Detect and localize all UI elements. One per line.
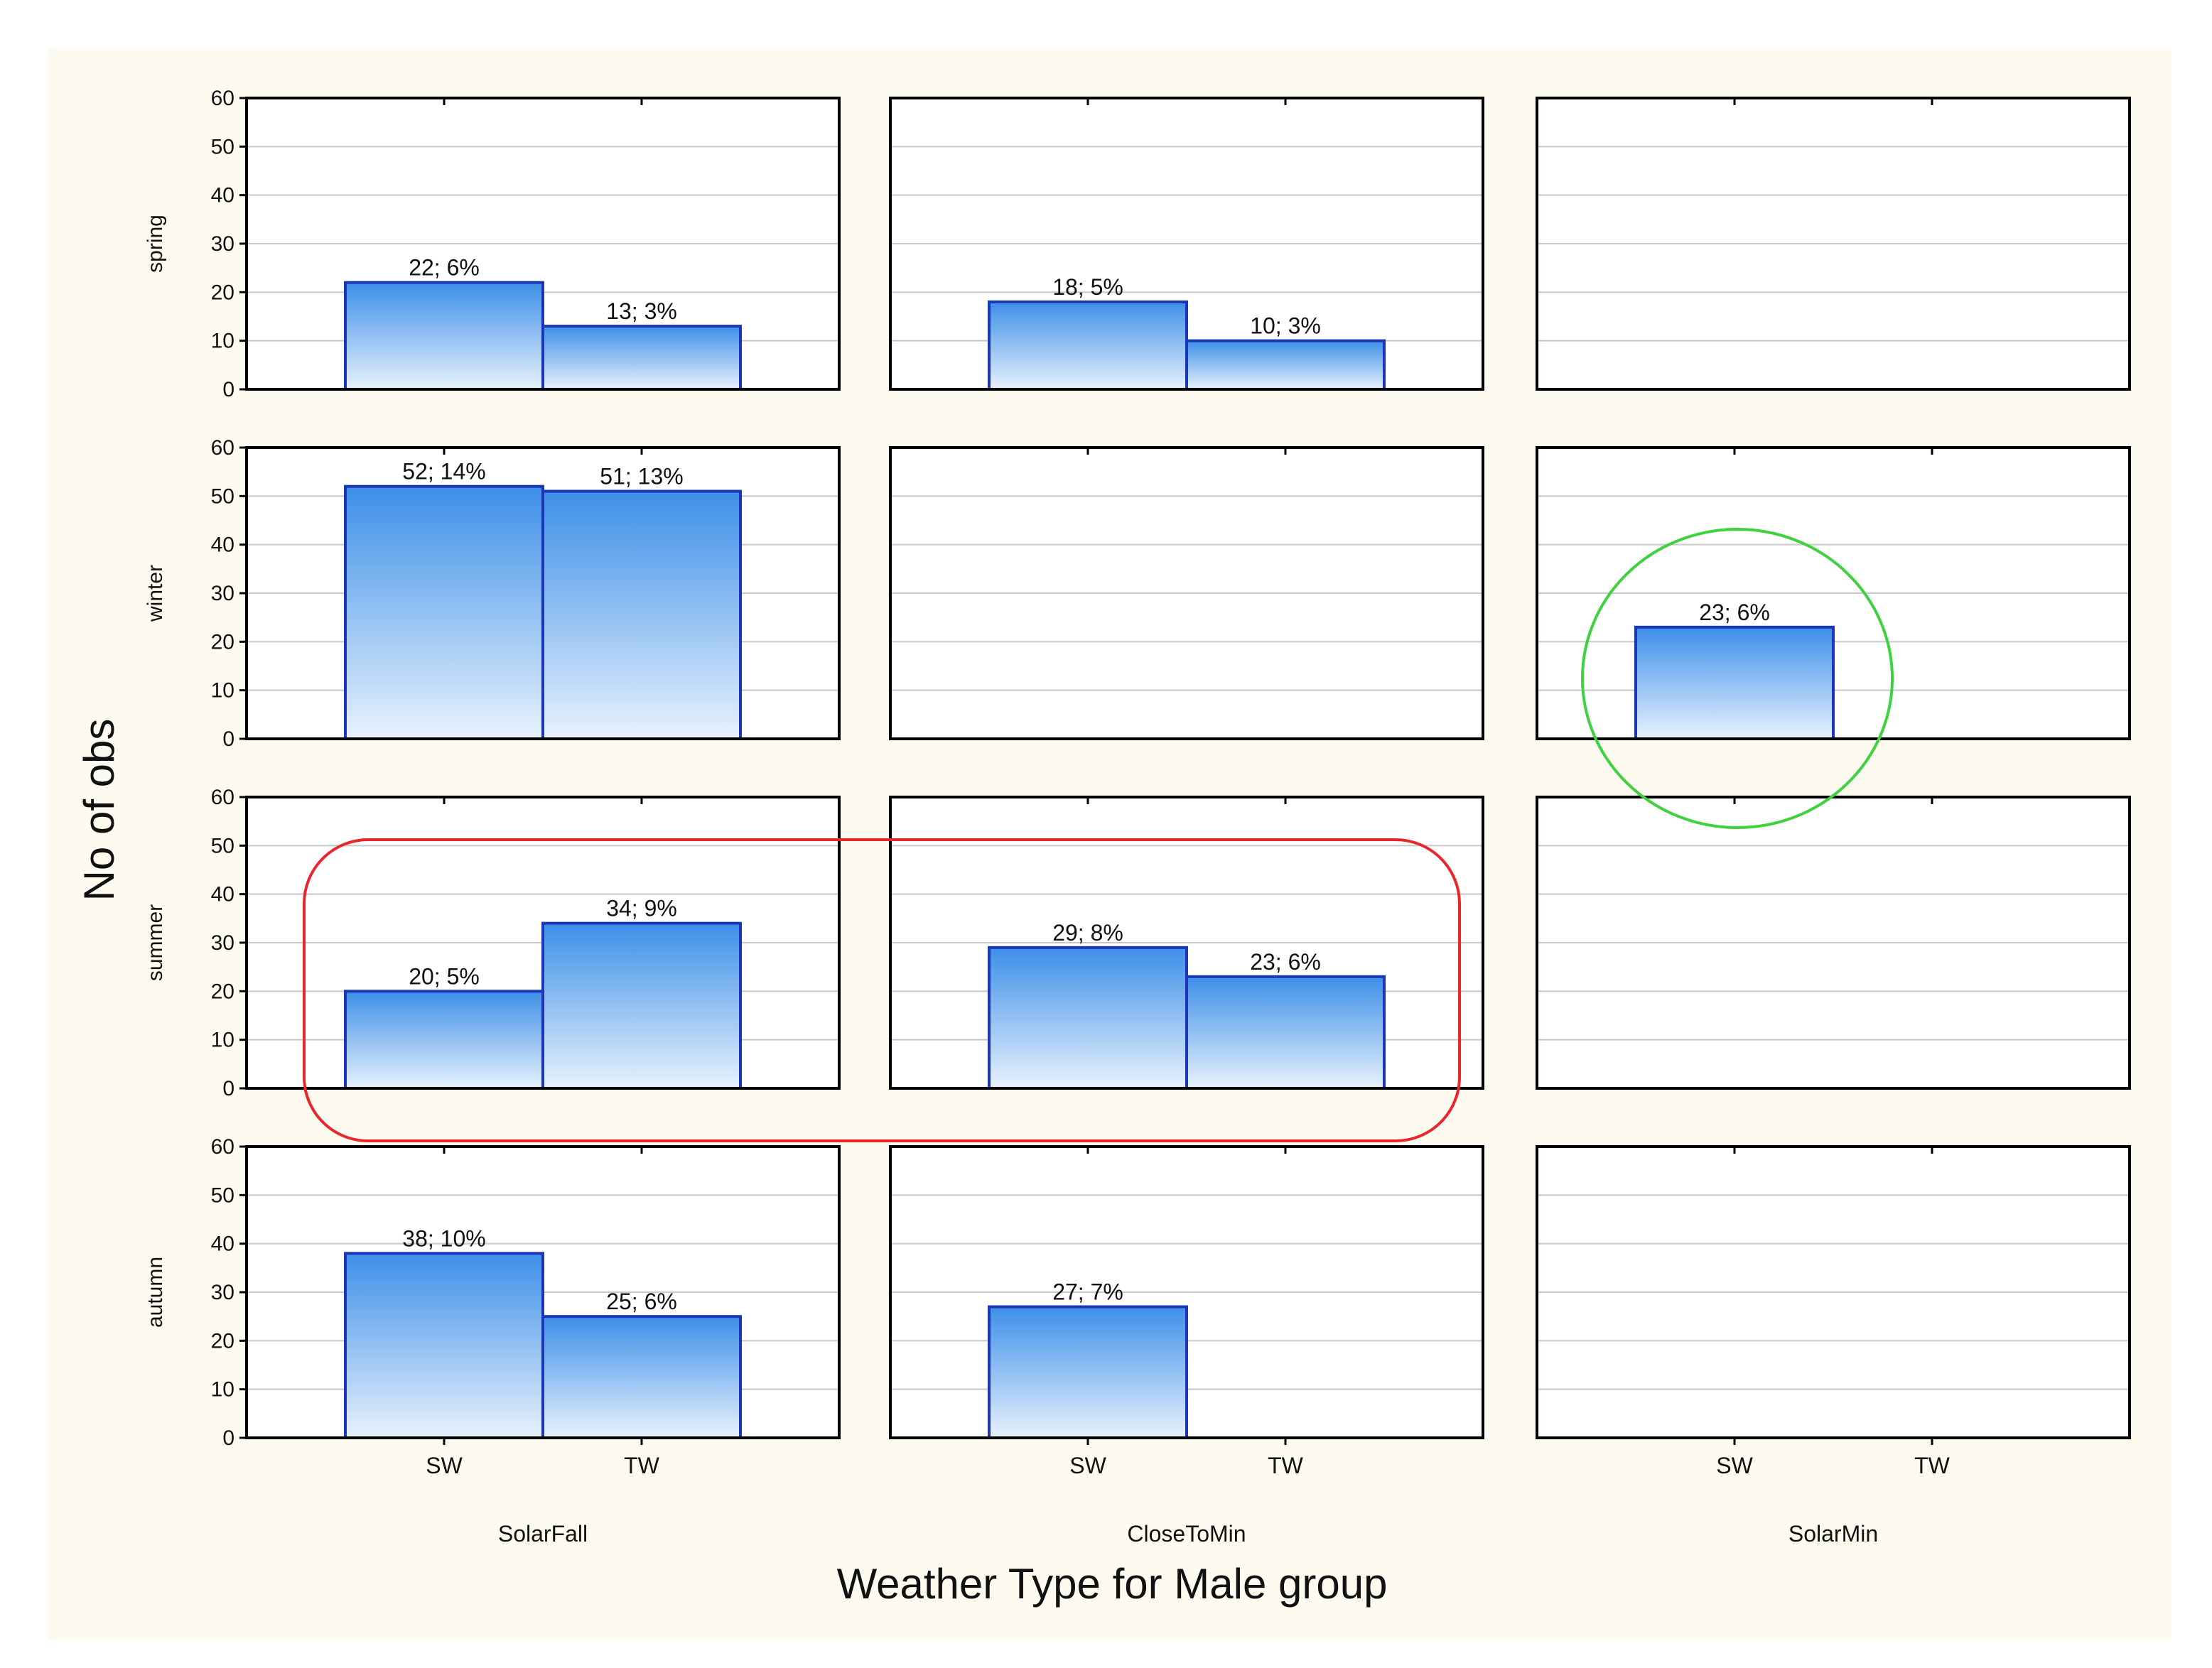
x-tick-label: TW xyxy=(1268,1453,1304,1478)
bar-data-label: 18; 5% xyxy=(1052,274,1123,300)
x-tick-label: SW xyxy=(1716,1453,1753,1478)
bar-summer-CloseToMin-TW xyxy=(1185,975,1386,1090)
panel-winter-SolarMin: 23; 6% xyxy=(1536,446,2131,740)
panel-frame xyxy=(1536,1145,2131,1439)
y-tick-label: 10 xyxy=(211,679,234,703)
panel-winter-CloseToMin xyxy=(889,446,1484,740)
panel-summer-SolarFall: 20; 5% 34; 9% 0 10 20 30 40 50 60 xyxy=(211,786,841,1100)
panel-spring-CloseToMin: 18; 5% 10; 3% xyxy=(889,97,1484,391)
bar-autumn-SolarFall-TW xyxy=(541,1315,742,1439)
bar-data-label: 29; 8% xyxy=(1052,920,1123,946)
panel-autumn-SolarFall: 38; 10% 25; 6% 0 10 20 30 40 50 60 SW TW xyxy=(211,1135,841,1478)
bar-spring-SolarFall-SW xyxy=(344,281,544,391)
y-tick-label: 30 xyxy=(211,931,234,955)
y-tick-label: 0 xyxy=(222,1426,234,1450)
bar-data-label: 34; 9% xyxy=(606,896,677,921)
panel-frame xyxy=(889,796,1484,1090)
column-label-SolarMin: SolarMin xyxy=(1789,1521,1878,1547)
panel-frame xyxy=(1536,97,2131,391)
row-label-summer: summer xyxy=(144,904,167,981)
y-tick-label: 10 xyxy=(211,330,234,353)
y-tick-label: 50 xyxy=(211,1184,234,1207)
annotations-layer xyxy=(303,528,1894,1142)
bar-autumn-CloseToMin-SW xyxy=(988,1305,1188,1439)
y-axis-title: No of obs xyxy=(75,719,123,901)
bar-data-label: 23; 6% xyxy=(1699,600,1770,625)
y-tick-label: 40 xyxy=(211,534,234,557)
panel-winter-SolarFall: 52; 14% 51; 13% 0 10 20 30 40 50 60 xyxy=(211,436,841,751)
row-label-autumn: autumn xyxy=(144,1257,167,1328)
y-tick-label: 30 xyxy=(211,232,234,256)
x-tick-label: SW xyxy=(426,1453,463,1478)
bar-spring-CloseToMin-TW xyxy=(1185,339,1386,391)
y-tick-label: 40 xyxy=(211,1233,234,1256)
y-tick-label: 10 xyxy=(211,1378,234,1402)
panel-autumn-SolarMin: SW TW xyxy=(1536,1145,2131,1478)
y-tick-label: 40 xyxy=(211,883,234,906)
y-tick-label: 0 xyxy=(222,378,234,401)
panels-layer: 22; 6% 13; 3% 0 10 20 30 40 50 60 18; 5% 10; 3% 52;… xyxy=(211,87,2131,1478)
highlight-rounded-rect xyxy=(303,838,1461,1142)
y-tick-label: 30 xyxy=(211,582,234,605)
y-tick-label: 60 xyxy=(211,87,234,110)
bar-data-label: 27; 7% xyxy=(1052,1279,1123,1305)
bar-spring-CloseToMin-SW xyxy=(988,300,1188,391)
x-tick-label: TW xyxy=(624,1453,660,1478)
bar-data-label: 10; 3% xyxy=(1250,313,1321,339)
bar-data-label: 13; 3% xyxy=(606,298,677,324)
y-tick-label: 30 xyxy=(211,1281,234,1304)
y-tick-label: 20 xyxy=(211,1329,234,1353)
y-tick-label: 60 xyxy=(211,436,234,460)
y-tick-label: 60 xyxy=(211,1135,234,1159)
panel-frame xyxy=(1536,446,2131,740)
row-label-spring: spring xyxy=(144,215,167,273)
y-tick-label: 10 xyxy=(211,1029,234,1052)
bar-winter-SolarMin-SW xyxy=(1634,625,1835,740)
highlight-ellipse xyxy=(1581,528,1894,829)
panel-spring-SolarFall: 22; 6% 13; 3% 0 10 20 30 40 50 60 xyxy=(211,87,841,401)
x-tick-label: TW xyxy=(1914,1453,1951,1478)
bar-data-label: 52; 14% xyxy=(402,459,485,484)
y-tick-label: 60 xyxy=(211,786,234,809)
bar-data-label: 51; 13% xyxy=(600,464,683,489)
y-tick-label: 50 xyxy=(211,484,234,508)
bar-winter-SolarFall-TW xyxy=(541,489,742,740)
panel-frame xyxy=(889,1145,1484,1439)
bar-winter-SolarFall-SW xyxy=(344,484,544,741)
y-tick-label: 20 xyxy=(211,980,234,1003)
bar-summer-CloseToMin-SW xyxy=(988,946,1188,1090)
bar-summer-SolarFall-SW xyxy=(344,990,544,1090)
panel-spring-SolarMin xyxy=(1536,97,2131,391)
panel-autumn-CloseToMin: 27; 7% SW TW xyxy=(889,1145,1484,1478)
y-tick-label: 50 xyxy=(211,834,234,857)
y-tick-label: 40 xyxy=(211,184,234,207)
bar-data-label: 20; 5% xyxy=(409,963,480,989)
y-tick-label: 0 xyxy=(222,1077,234,1100)
bar-summer-SolarFall-TW xyxy=(541,921,742,1090)
row-label-winter: winter xyxy=(144,565,167,622)
column-label-SolarFall: SolarFall xyxy=(498,1521,588,1547)
column-label-CloseToMin: CloseToMin xyxy=(1127,1521,1246,1547)
bar-autumn-SolarFall-SW xyxy=(344,1252,544,1440)
x-axis-title: Weather Type for Male group xyxy=(837,1560,1388,1608)
bar-data-label: 23; 6% xyxy=(1250,949,1321,975)
panel-summer-CloseToMin: 29; 8% 23; 6% xyxy=(889,796,1484,1090)
bar-data-label: 38; 10% xyxy=(402,1225,485,1251)
bar-data-label: 25; 6% xyxy=(606,1289,677,1314)
labels-layer: spring winter summer autumn SolarFall CloseTo… xyxy=(75,215,1878,1608)
y-tick-label: 20 xyxy=(211,281,234,304)
bar-spring-SolarFall-TW xyxy=(541,325,742,391)
panel-frame xyxy=(889,97,1484,391)
x-tick-label: SW xyxy=(1069,1453,1106,1478)
y-tick-label: 20 xyxy=(211,630,234,654)
panel-summer-SolarMin xyxy=(1536,796,2131,1090)
y-tick-label: 50 xyxy=(211,135,234,158)
panel-frame xyxy=(889,446,1484,740)
bar-data-label: 22; 6% xyxy=(409,255,480,281)
y-tick-label: 0 xyxy=(222,727,234,751)
